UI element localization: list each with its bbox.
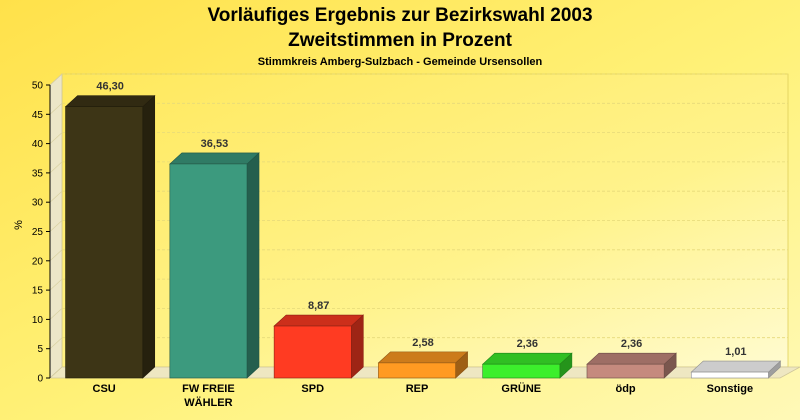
bar	[690, 371, 769, 379]
data-label: 36,53	[201, 138, 229, 150]
bar-top	[690, 360, 782, 373]
bar-side	[246, 152, 260, 379]
y-axis-label: %	[13, 220, 25, 230]
bar-top	[273, 314, 365, 327]
data-label: 8,87	[308, 300, 329, 312]
bar-top	[169, 152, 260, 165]
bar	[586, 363, 665, 379]
y-tick-label: 5	[37, 344, 43, 355]
y-tick-label: 25	[32, 227, 44, 238]
chart-title: Vorläufiges Ergebnis zur Bezirkswahl 200…	[207, 5, 592, 26]
chart-caption: Stimmkreis Amberg-Sulzbach - Gemeinde Ur…	[258, 56, 543, 68]
y-tick-label: 35	[32, 168, 44, 179]
bar-side	[142, 95, 156, 379]
y-tick-label: 40	[32, 139, 44, 150]
gridline-side	[49, 190, 63, 203]
x-tick-label: GRÜNE	[501, 382, 541, 395]
y-tick-label: 20	[32, 256, 44, 267]
bar	[378, 362, 456, 379]
data-label: 46,30	[96, 81, 124, 93]
gridline-side	[49, 103, 63, 115]
plot-area: 0 5 10 15 20 25 30 35 40 45 50 46,30 CSU 36,53 FW FREI…	[32, 73, 800, 409]
bar	[169, 163, 248, 379]
y-tick-label: 45	[32, 110, 44, 121]
x-tick-label: WÄHLER	[184, 396, 232, 409]
y-tick-label: 15	[32, 286, 44, 297]
gridline-side	[49, 220, 63, 232]
y-tick-label: 30	[32, 198, 44, 209]
bar-top	[377, 351, 469, 364]
bar-top	[64, 95, 156, 107]
bar-top	[481, 352, 573, 365]
data-label: 2,58	[412, 337, 433, 349]
bar	[482, 363, 561, 379]
x-tick-label: FW FREIE	[182, 383, 235, 395]
y-tick-label: 10	[32, 315, 44, 326]
gridline-side	[49, 337, 63, 349]
gridline-side	[49, 161, 63, 174]
gridline-side	[49, 308, 63, 320]
data-label: 2,36	[621, 338, 642, 350]
bar	[65, 106, 144, 379]
gridline-side	[49, 132, 63, 144]
x-tick-label: Sonstige	[707, 383, 753, 395]
gridline-side	[49, 73, 63, 86]
x-tick-label: SPD	[301, 383, 324, 395]
y-tick-label: 50	[32, 81, 44, 92]
data-label: 2,36	[517, 338, 538, 350]
x-tick-label: REP	[406, 383, 429, 395]
data-label: 1,01	[725, 346, 746, 358]
gridline-side	[49, 278, 63, 291]
chart-subtitle: Zweitstimmen in Prozent	[288, 30, 512, 51]
x-tick-label: ödp	[615, 383, 635, 395]
y-tick-label: 0	[37, 374, 43, 385]
x-tick-label: CSU	[93, 383, 116, 395]
gridline-side	[49, 249, 63, 262]
bar	[273, 325, 352, 379]
bar-top	[586, 352, 677, 365]
